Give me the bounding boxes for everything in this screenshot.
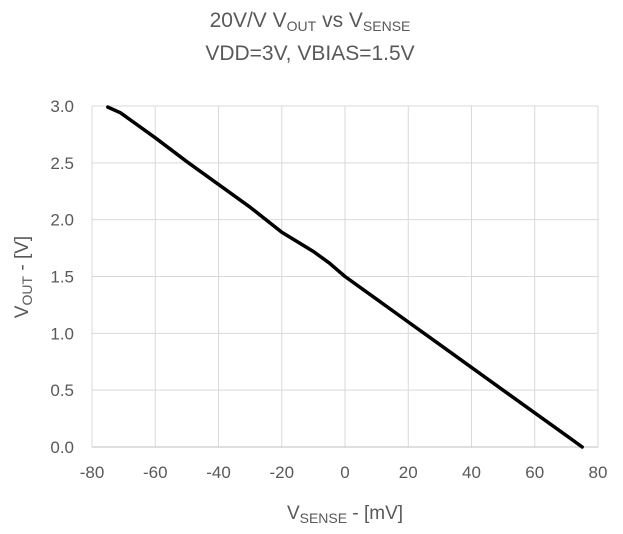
chart-title: 20V/V VOUT vs VSENSE xyxy=(210,9,411,34)
subscript-text: OUT xyxy=(287,18,317,34)
text-span: vs V xyxy=(316,9,363,32)
tick-labels: -80 -60 -40 -20 0 20 40 60 80 0.0 0.5 1.0 1.5 2.0 2.5 3… xyxy=(50,97,607,482)
series-line xyxy=(106,105,584,449)
y-tick-label: 0.0 xyxy=(50,438,74,457)
y-tick-label: 0.5 xyxy=(50,381,74,400)
x-tick-label: 60 xyxy=(525,463,544,482)
x-axis-title: VSENSE - [mV] xyxy=(287,503,403,526)
text-span: - [V] xyxy=(12,236,33,276)
y-tick-label: 2.5 xyxy=(50,154,74,173)
text-span: 20V/V V xyxy=(210,9,287,32)
chart-subtitle: VDD=3V, VBIAS=1.5V xyxy=(205,42,414,65)
series-layer xyxy=(106,105,584,449)
x-tick-label: 20 xyxy=(399,463,418,482)
x-tick-label: 0 xyxy=(340,463,349,482)
y-tick-label: 3.0 xyxy=(50,97,74,116)
x-tick-label: -60 xyxy=(143,463,168,482)
y-tick-label: 1.0 xyxy=(50,324,74,343)
x-tick-label: 80 xyxy=(589,463,608,482)
x-tick-label: 40 xyxy=(462,463,481,482)
x-tick-label: -20 xyxy=(269,463,294,482)
subscript-text: OUT xyxy=(19,276,35,306)
text-span: V xyxy=(12,305,33,318)
y-tick-label: 1.5 xyxy=(50,268,74,287)
text-span: - [mV] xyxy=(347,503,403,524)
subscript-text: SENSE xyxy=(300,510,347,526)
y-tick-label: 2.0 xyxy=(50,211,74,230)
y-axis-title: VOUT - [V] xyxy=(12,236,35,318)
subscript-text: SENSE xyxy=(363,18,410,34)
x-tick-label: -80 xyxy=(80,463,105,482)
x-tick-label: -40 xyxy=(206,463,231,482)
text-span: V xyxy=(287,503,300,524)
